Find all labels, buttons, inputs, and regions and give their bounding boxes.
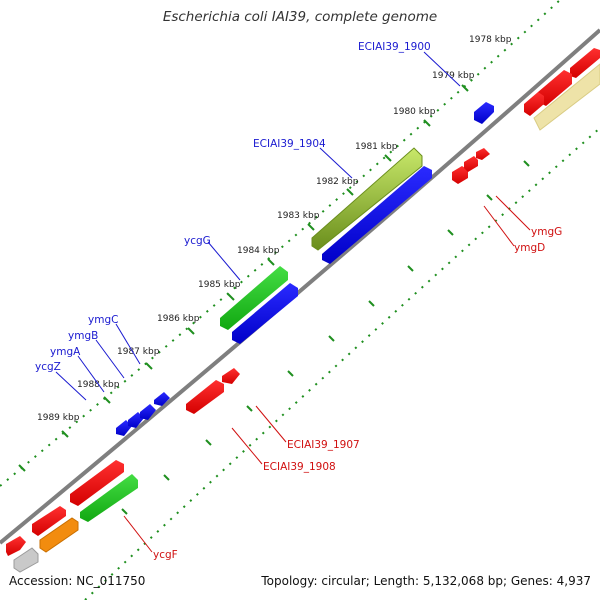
gene-arrow-red[interactable] <box>6 536 26 556</box>
outer-tick-marks <box>18 84 469 472</box>
gene-arrow-red[interactable] <box>570 48 600 78</box>
forward-leader-lines <box>55 51 461 401</box>
gene-arrow-blue[interactable] <box>154 392 170 406</box>
kbp-label: 1978 kbp <box>469 35 512 45</box>
kbp-label: 1980 kbp <box>393 107 436 117</box>
gene-block-orange[interactable] <box>39 517 79 553</box>
kbp-label: 1986 kbp <box>157 314 200 324</box>
gene-arrow-green[interactable] <box>80 474 138 522</box>
gene-label-forward[interactable]: ycgG <box>184 235 211 247</box>
gene-label-forward[interactable]: ECIAI39_1904 <box>253 138 326 150</box>
kbp-label: 1987 kbp <box>117 347 160 357</box>
feature-blocks <box>6 48 600 573</box>
gene-arrow-red[interactable] <box>464 156 478 172</box>
gene-labels: ECIAI39_1900 ECIAI39_1904 ycgG ymgC ymgB… <box>35 41 562 561</box>
accession-footer: Accession: NC_011750 <box>9 574 146 588</box>
kbp-label: 1984 kbp <box>237 246 280 256</box>
gene-arrow-red[interactable] <box>222 368 240 384</box>
gene-block-olive[interactable] <box>311 147 423 251</box>
gene-arrow-red[interactable] <box>186 380 224 414</box>
topology-footer: Topology: circular; Length: 5,132,068 bp… <box>261 574 591 588</box>
gene-arrow-blue[interactable] <box>322 166 432 264</box>
gene-label-forward[interactable]: ycgZ <box>35 361 61 373</box>
gene-arrow-blue[interactable] <box>140 404 156 420</box>
inner-tick-marks <box>121 160 530 515</box>
kbp-label: 1989 kbp <box>37 413 80 423</box>
gene-arrow-red[interactable] <box>32 506 66 536</box>
gene-block-yellow[interactable] <box>533 63 600 131</box>
gene-arrow-red[interactable] <box>538 70 572 106</box>
gene-arrow-blue[interactable] <box>232 283 298 344</box>
kbp-label: 1979 kbp <box>432 71 475 81</box>
kbp-scale-labels: 1978 kbp 1979 kbp 1980 kbp 1981 kbp 1982… <box>37 35 512 423</box>
gene-arrow-red[interactable] <box>70 460 124 506</box>
gene-label-forward[interactable]: ymgA <box>50 346 81 358</box>
gene-arrow-red[interactable] <box>476 148 490 160</box>
gene-label-reverse[interactable]: ymgD <box>514 242 545 254</box>
outer-scale-track <box>0 0 561 487</box>
gene-label-reverse[interactable]: ECIAI39_1908 <box>263 461 336 473</box>
kbp-label: 1982 kbp <box>316 177 359 187</box>
gene-label-reverse[interactable]: ycgF <box>153 549 178 561</box>
gene-block-grey[interactable] <box>13 547 39 573</box>
gene-label-reverse[interactable]: ECIAI39_1907 <box>287 439 360 451</box>
reverse-leader-lines <box>123 195 531 553</box>
gene-arrow-green[interactable] <box>220 266 288 330</box>
gene-label-reverse[interactable]: ymgG <box>531 226 562 238</box>
genome-backbone <box>0 28 600 545</box>
kbp-label: 1983 kbp <box>277 211 320 221</box>
gene-arrow-blue[interactable] <box>474 102 494 124</box>
gene-label-forward[interactable]: ymgC <box>88 314 118 326</box>
kbp-label: 1981 kbp <box>355 142 398 152</box>
map-title: Escherichia coli IAI39, complete genome <box>162 9 438 25</box>
gene-arrow-red[interactable] <box>524 92 544 116</box>
kbp-label: 1985 kbp <box>198 280 241 290</box>
inner-scale-track <box>84 127 600 600</box>
gene-label-forward[interactable]: ymgB <box>68 330 98 342</box>
gene-label-forward[interactable]: ECIAI39_1900 <box>358 41 431 53</box>
gene-arrow-red[interactable] <box>452 166 468 184</box>
